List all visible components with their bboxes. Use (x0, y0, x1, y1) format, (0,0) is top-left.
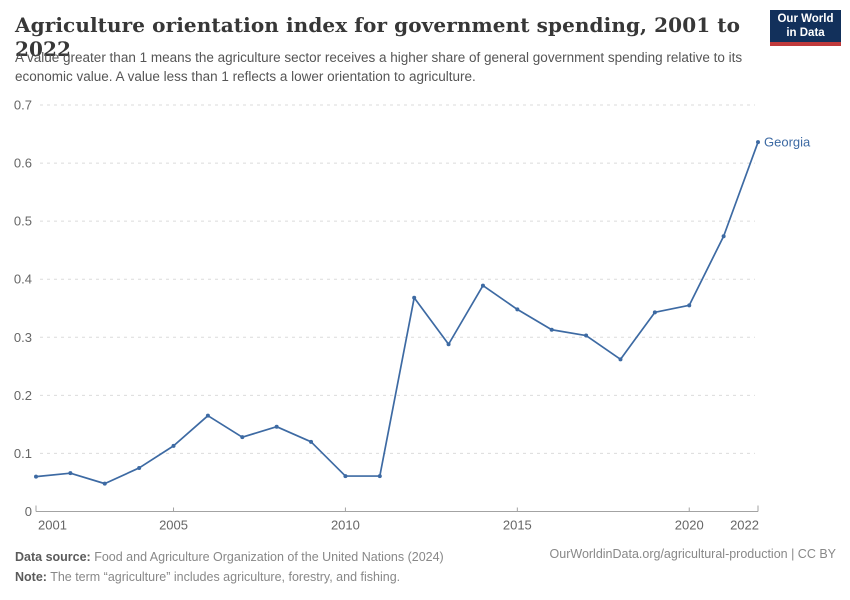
data-point-georgia-2008[interactable] (274, 424, 279, 429)
y-tick-label-0.5: 0.5 (14, 214, 32, 229)
data-source-label: Data source: (15, 550, 91, 564)
y-tick-label-0.6: 0.6 (14, 156, 32, 171)
data-point-georgia-2014[interactable] (480, 283, 485, 288)
note-text: The term “agriculture” includes agricult… (46, 570, 401, 584)
line-series-georgia[interactable] (35, 141, 759, 485)
data-point-georgia-2021[interactable] (721, 234, 726, 239)
data-point-georgia-2018[interactable] (618, 357, 623, 362)
series-label-georgia[interactable]: Georgia (764, 135, 811, 150)
footer-source-note: Data source: Food and Agriculture Organi… (15, 547, 575, 587)
data-point-georgia-2011[interactable] (377, 474, 382, 479)
data-point-georgia-2015[interactable] (515, 307, 520, 312)
data-point-georgia-2003[interactable] (102, 481, 107, 486)
y-tick-label-0.4: 0.4 (14, 272, 32, 287)
data-point-georgia-2017[interactable] (584, 333, 589, 338)
data-source-line: Data source: Food and Agriculture Organi… (15, 547, 575, 567)
data-point-georgia-2019[interactable] (652, 310, 657, 315)
data-point-georgia-2004[interactable] (137, 465, 142, 470)
line-chart[interactable]: 0 0.1 0.2 0.3 0.4 0.5 0.6 0.7 2001 2005 2010 2015 20… (0, 90, 850, 545)
owid-logo[interactable]: Our World in Data (770, 10, 841, 46)
owid-citation-link[interactable]: OurWorldinData.org/agricultural-producti… (549, 547, 836, 561)
data-point-georgia-2022[interactable] (756, 140, 760, 145)
data-point-georgia-2005[interactable] (171, 443, 176, 448)
y-tick-label-0.2: 0.2 (14, 388, 32, 403)
data-point-georgia-2013[interactable] (446, 342, 451, 347)
data-point-georgia-2012[interactable] (412, 295, 417, 300)
data-point-georgia-2006[interactable] (205, 413, 210, 418)
owid-logo-line2: in Data (786, 27, 825, 39)
y-tick-label-0: 0 (25, 504, 32, 519)
data-point-georgia-2010[interactable] (343, 474, 348, 479)
data-source-text: Food and Agriculture Organization of the… (90, 550, 444, 564)
chart-subtitle: A value greater than 1 means the agricul… (15, 50, 743, 84)
y-tick-label-0.1: 0.1 (14, 446, 32, 461)
x-tick-label-2005: 2005 (159, 518, 188, 533)
data-point-georgia-2020[interactable] (687, 303, 692, 308)
page-title: Agriculture orientation index for govern… (15, 13, 741, 61)
x-tick-label-2010: 2010 (331, 518, 360, 533)
data-point-georgia-2007[interactable] (240, 435, 245, 440)
note-label: Note: (15, 570, 47, 584)
data-point-georgia-2002[interactable] (68, 471, 73, 476)
data-point-georgia-2016[interactable] (549, 327, 554, 332)
note-line: Note: The term “agriculture” includes ag… (15, 567, 575, 587)
data-point-georgia-2009[interactable] (309, 439, 314, 444)
x-tick-label-2001: 2001 (38, 518, 67, 533)
data-point-georgia-2001[interactable] (34, 474, 38, 479)
x-tick-label-2015: 2015 (503, 518, 532, 533)
owid-logo-line1: Our World (777, 12, 834, 25)
x-tick-label-2020: 2020 (675, 518, 704, 533)
x-tick-label-2022: 2022 (730, 518, 759, 533)
y-tick-label-0.3: 0.3 (14, 330, 32, 345)
y-tick-label-0.7: 0.7 (14, 98, 32, 113)
